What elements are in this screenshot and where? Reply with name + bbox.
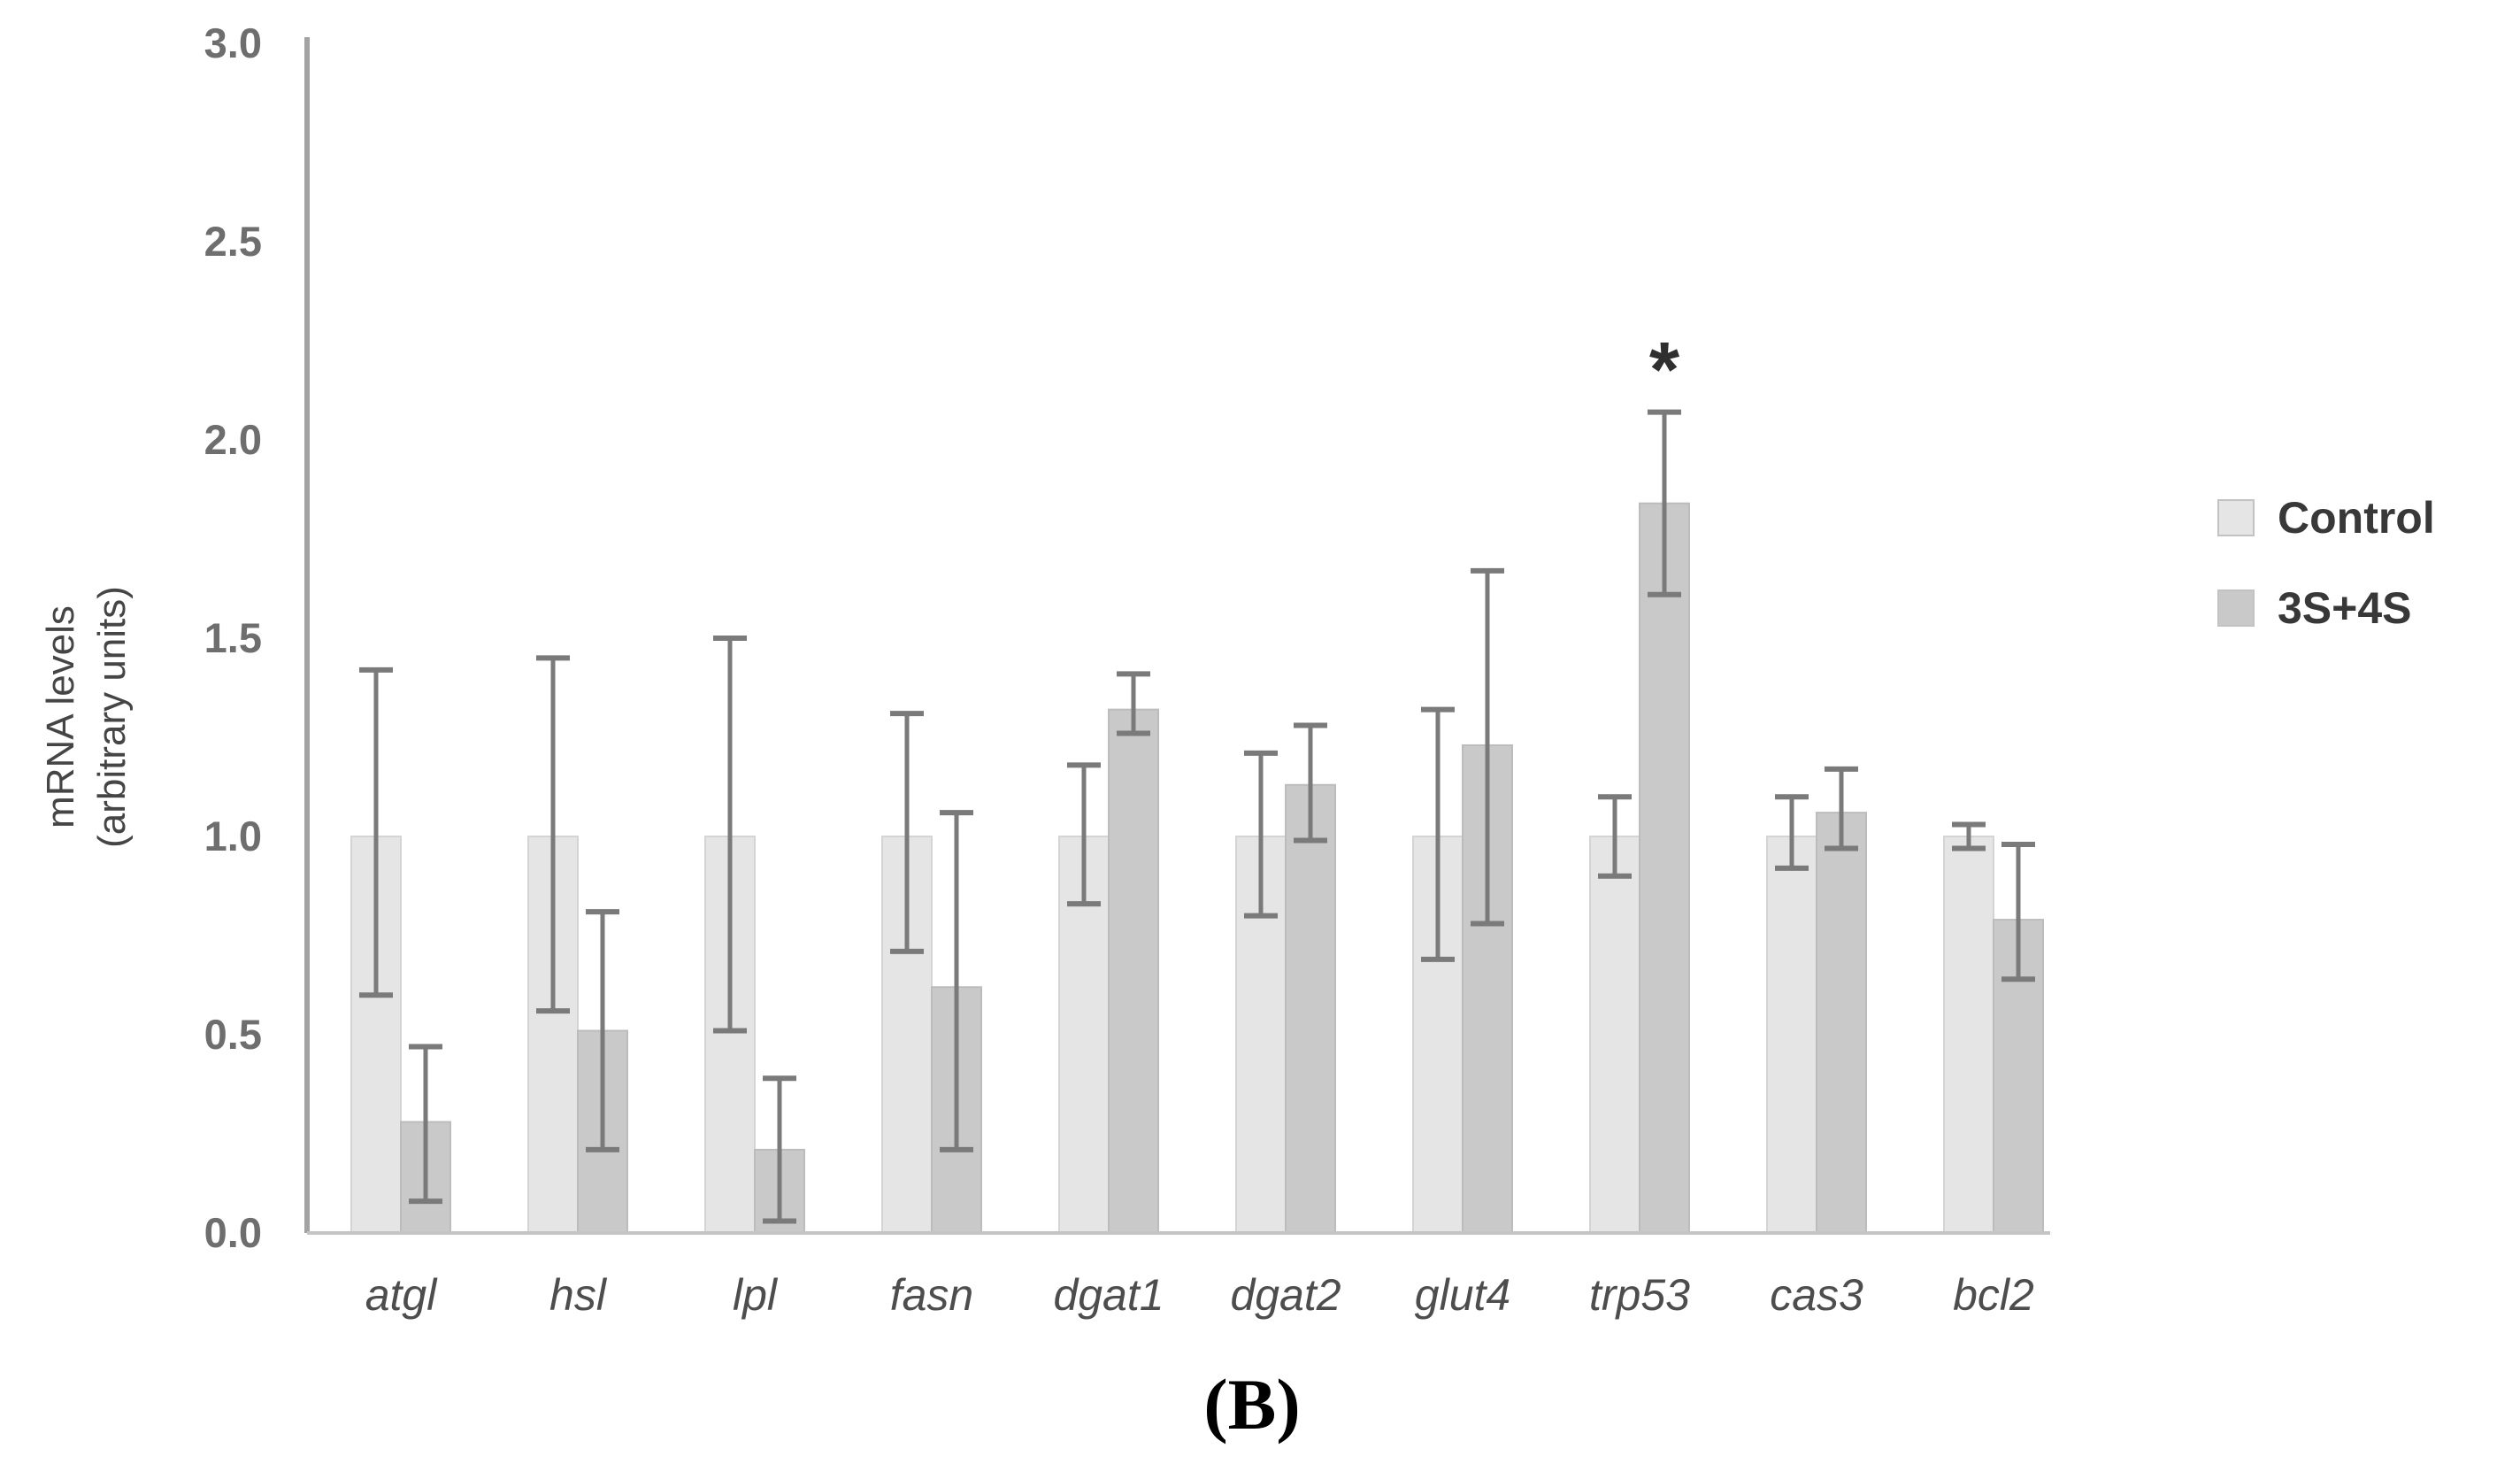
x-tick-label-cas3: cas3 <box>1770 1270 1863 1320</box>
x-tick-label-lpl: lpl <box>733 1270 779 1320</box>
bar-control-trp53 <box>1589 836 1640 1234</box>
legend-label-control: Control <box>2278 493 2435 543</box>
x-tick-label-hsl: hsl <box>549 1270 608 1320</box>
figure-caption: (B) <box>1203 1364 1301 1445</box>
bar-3s+4s-dgat1 <box>1108 708 1159 1234</box>
y-axis-title-line1: mRNA levels <box>39 605 82 828</box>
bar-control-bcl2 <box>1943 836 1994 1234</box>
y-tick-label: 2.5 <box>204 218 262 265</box>
bar-3s+4s-cas3 <box>1816 812 1867 1234</box>
significance-marker-trp53: * <box>1649 326 1680 413</box>
bar-control-cas3 <box>1766 836 1817 1234</box>
legend-swatch-3s4s <box>2217 589 2255 627</box>
legend-swatch-control <box>2217 499 2255 536</box>
x-tick-label-dgat1: dgat1 <box>1053 1270 1164 1320</box>
y-tick-label: 0.0 <box>204 1209 262 1256</box>
legend-item-control: Control <box>2217 492 2435 543</box>
y-tick-label: 3.0 <box>204 19 262 66</box>
bar-3s+4s-dgat2 <box>1285 783 1336 1234</box>
legend: Control 3S+4S <box>2217 492 2435 634</box>
legend-label-3s4s: 3S+4S <box>2278 583 2412 633</box>
x-tick-label-glut4: glut4 <box>1415 1270 1510 1320</box>
y-tick-label: 0.5 <box>204 1011 262 1058</box>
x-tick-label-fasn: fasn <box>890 1270 974 1320</box>
x-tick-label-dgat2: dgat2 <box>1230 1270 1341 1320</box>
bar-3s+4s-trp53 <box>1639 502 1690 1234</box>
x-tick-label-bcl2: bcl2 <box>1953 1270 2034 1320</box>
legend-item-3s4s: 3S+4S <box>2217 582 2435 634</box>
y-axis-title: mRNA levels (arbitrary units) <box>35 443 150 991</box>
y-tick-label: 2.0 <box>204 416 262 463</box>
y-tick-label: 1.5 <box>204 614 262 661</box>
x-tick-label-trp53: trp53 <box>1589 1270 1690 1320</box>
y-axis-title-line2: (arbitrary units) <box>90 586 134 848</box>
y-tick-label: 1.0 <box>204 813 262 859</box>
x-tick-label-atgl: atgl <box>365 1270 439 1320</box>
